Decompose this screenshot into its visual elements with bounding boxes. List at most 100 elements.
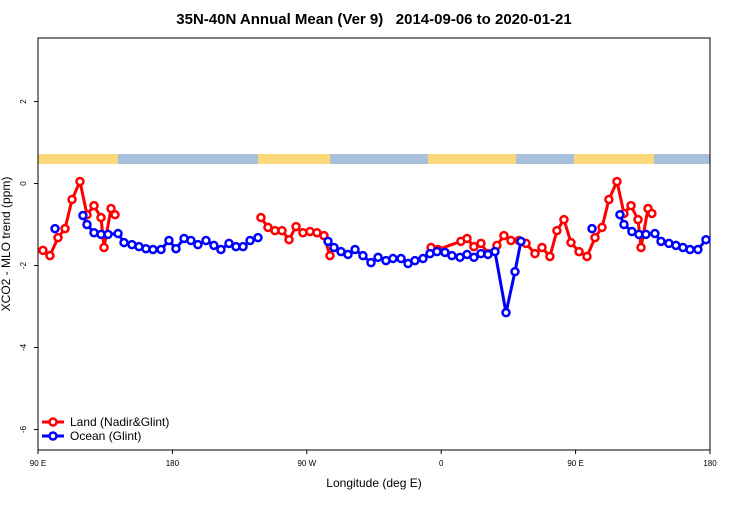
data-point <box>641 229 651 240</box>
data-point <box>284 234 294 245</box>
data-point <box>476 238 486 249</box>
data-point <box>245 235 255 246</box>
data-point <box>626 200 636 211</box>
data-point <box>516 236 526 247</box>
x-tick-label: 180 <box>166 459 180 468</box>
data-point <box>50 223 60 234</box>
data-point <box>373 252 383 263</box>
data-point <box>650 228 660 239</box>
data-point <box>119 237 129 248</box>
x-axis-label: Longitude (deg E) <box>326 476 421 490</box>
data-point <box>612 176 622 187</box>
x-tick-label: 0 <box>439 459 444 468</box>
data-point <box>633 214 643 225</box>
data-point <box>447 250 457 261</box>
data-point <box>545 251 555 262</box>
y-tick-label: -6 <box>19 425 28 433</box>
data-point <box>462 233 472 244</box>
data-point <box>587 223 597 234</box>
data-point <box>193 239 203 250</box>
legend-label: Ocean (Glint) <box>70 429 141 443</box>
y-tick-label: -2 <box>19 261 28 269</box>
data-point <box>113 228 123 239</box>
data-point <box>263 222 273 233</box>
data-point <box>506 235 516 246</box>
data-point <box>566 237 576 248</box>
x-tick-label: 90 W <box>297 459 316 468</box>
data-point <box>656 236 666 247</box>
data-point <box>256 212 266 223</box>
data-point <box>78 210 88 221</box>
data-point <box>224 238 234 249</box>
data-point <box>103 229 113 240</box>
data-point <box>469 241 479 252</box>
data-point <box>590 232 600 243</box>
x-tick-label: 180 <box>703 459 717 468</box>
data-point <box>216 244 226 255</box>
y-axis-label: XCO2 - MLO trend (ppm) <box>0 177 13 312</box>
data-point <box>75 176 85 187</box>
y-tick-label: -4 <box>19 343 28 351</box>
data-point <box>253 232 263 243</box>
data-point <box>615 209 625 220</box>
data-point <box>53 232 63 243</box>
data-point <box>99 242 109 253</box>
data-point <box>201 235 211 246</box>
data-point <box>350 244 360 255</box>
data-point <box>530 248 540 259</box>
legend-marker <box>48 431 58 441</box>
data-point <box>291 221 301 232</box>
data-point <box>238 241 248 252</box>
x-tick-label: 90 E <box>567 459 583 468</box>
data-point <box>343 249 353 260</box>
data-point <box>499 230 509 241</box>
data-point <box>396 253 406 264</box>
data-point <box>156 244 166 255</box>
data-point <box>96 212 106 223</box>
data-point <box>164 235 174 246</box>
data-point <box>171 243 181 254</box>
data-point <box>325 250 335 261</box>
data-point <box>110 209 120 220</box>
land-mask-strip <box>38 154 710 164</box>
data-point <box>323 236 333 247</box>
data-point <box>604 194 614 205</box>
data-point <box>67 194 77 205</box>
data-point <box>45 250 55 261</box>
data-point <box>410 255 420 266</box>
y-tick-label: 2 <box>19 99 28 104</box>
data-point <box>469 252 479 263</box>
data-point <box>60 223 70 234</box>
chart-title: 35N-40N Annual Mean (Ver 9) 2014-09-06 t… <box>176 11 571 28</box>
data-point <box>636 242 646 253</box>
data-point <box>574 246 584 257</box>
data-point <box>38 245 48 256</box>
legend-label: Land (Nadir&Glint) <box>70 415 169 429</box>
data-point <box>366 257 376 268</box>
data-point <box>693 244 703 255</box>
data-point <box>358 250 368 261</box>
data-point <box>277 225 287 236</box>
data-point <box>329 242 339 253</box>
data-point <box>82 219 92 230</box>
data-point <box>418 253 428 264</box>
data-point <box>501 307 511 318</box>
x-tick-label: 90 E <box>30 459 46 468</box>
data-point <box>597 222 607 233</box>
data-point <box>148 244 158 255</box>
data-point <box>186 235 196 246</box>
data-point <box>106 203 116 214</box>
series-line <box>81 214 708 315</box>
data-point <box>582 251 592 262</box>
y-tick-label: 0 <box>19 181 28 186</box>
data-point <box>701 234 711 245</box>
data-point <box>89 200 99 211</box>
plot-frame <box>37 37 711 451</box>
data-point <box>432 246 442 257</box>
data-point <box>685 244 695 255</box>
data-point <box>537 242 547 253</box>
data-point <box>388 253 398 264</box>
legend-marker <box>48 417 58 427</box>
data-point <box>510 266 520 277</box>
data-point <box>619 219 629 230</box>
